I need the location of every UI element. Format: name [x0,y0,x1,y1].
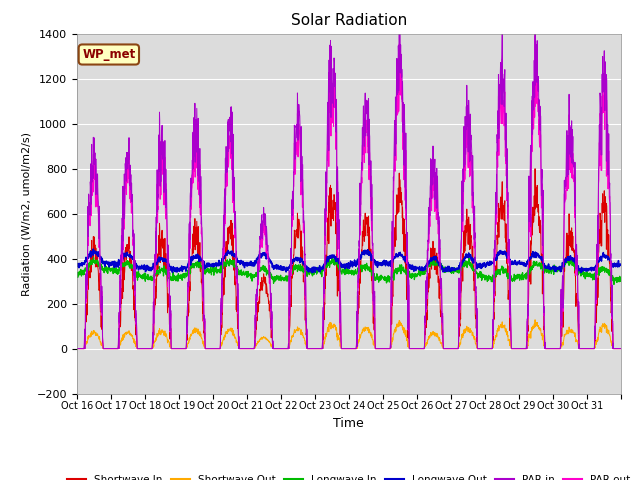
Longwave In [328,253,336,259]
PAR out [609,341,617,347]
Shortwave In [531,166,539,171]
Longwave Out [382,260,390,266]
PAR in [244,346,252,351]
Longwave Out [610,264,618,269]
Shortwave In [73,346,81,351]
PAR in [381,346,389,351]
X-axis label: Time: Time [333,417,364,430]
Line: Longwave In: Longwave In [77,256,621,285]
Line: Longwave Out: Longwave Out [77,249,621,273]
Longwave Out [90,246,97,252]
Shortwave Out [381,346,389,351]
PAR out [381,346,389,351]
PAR in [543,346,551,351]
Text: WP_met: WP_met [82,48,136,61]
PAR in [609,340,617,346]
Shortwave In [617,346,625,351]
PAR in [513,346,520,351]
Shortwave Out [127,332,135,338]
Longwave Out [127,254,135,260]
PAR out [617,346,625,351]
PAR in [531,6,539,12]
Shortwave In [381,346,389,351]
Line: Shortwave Out: Shortwave Out [77,320,621,348]
PAR out [127,201,135,207]
Shortwave Out [531,317,539,323]
PAR in [617,346,625,351]
Shortwave In [609,343,617,348]
PAR out [244,346,252,351]
Longwave In [381,276,389,282]
Longwave In [543,269,551,275]
PAR in [127,189,135,194]
Shortwave Out [73,346,81,351]
Shortwave In [127,263,135,268]
Shortwave In [513,346,520,351]
Shortwave In [244,346,252,351]
Longwave Out [245,263,253,268]
Longwave In [513,275,520,280]
Line: Shortwave In: Shortwave In [77,168,621,348]
Y-axis label: Radiation (W/m2, umol/m2/s): Radiation (W/m2, umol/m2/s) [21,132,31,296]
Shortwave Out [617,346,625,351]
Line: PAR in: PAR in [77,9,621,348]
Longwave In [609,275,617,280]
Legend: Shortwave In, Shortwave Out, Longwave In, Longwave Out, PAR in, PAR out: Shortwave In, Shortwave Out, Longwave In… [63,471,635,480]
Longwave In [617,276,625,281]
Shortwave Out [543,346,551,351]
Line: PAR out: PAR out [77,36,621,348]
Shortwave Out [244,346,252,351]
PAR in [73,346,81,351]
Longwave In [610,282,618,288]
Longwave Out [309,270,317,276]
PAR out [513,346,520,351]
PAR out [531,34,539,39]
Longwave Out [544,264,552,269]
Longwave In [244,273,252,279]
Longwave Out [617,261,625,267]
Longwave Out [513,262,521,268]
Title: Solar Radiation: Solar Radiation [291,13,407,28]
Shortwave Out [609,345,617,351]
Longwave In [73,273,81,279]
Longwave Out [73,263,81,269]
Longwave In [127,264,135,270]
Shortwave In [543,346,551,351]
PAR out [73,346,81,351]
Shortwave Out [513,346,520,351]
PAR out [543,346,551,351]
